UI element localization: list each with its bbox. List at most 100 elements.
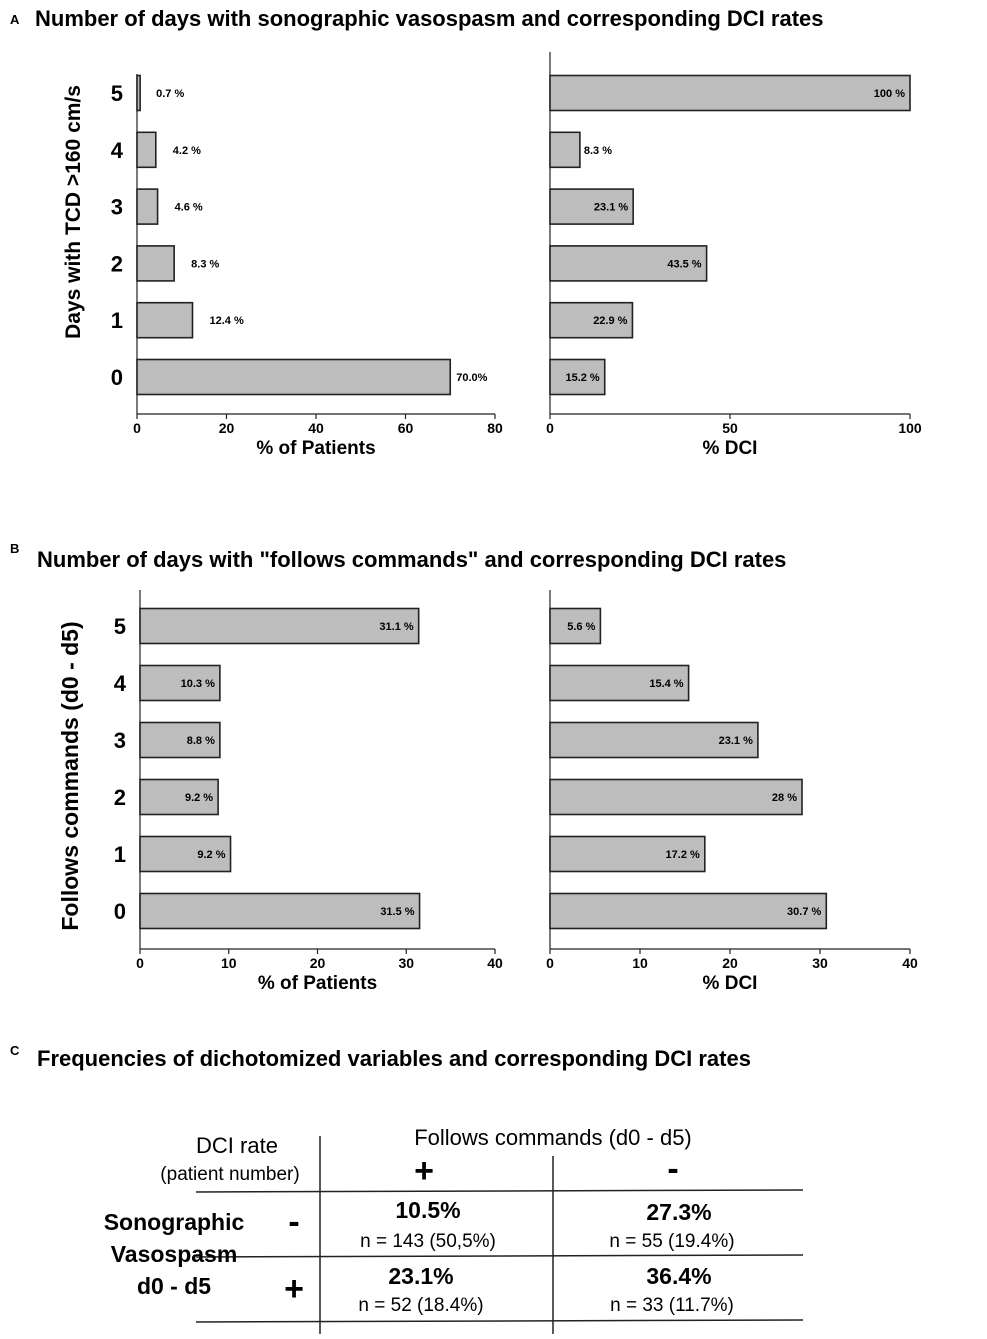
panel-c-letter: C: [10, 1043, 20, 1058]
panel-a-patients-bar-label-1: 12.4 %: [209, 315, 243, 327]
panel-a-patients-bar-4: [136, 131, 157, 169]
panel-b-patients-y-tick-label-3: 3: [114, 728, 126, 753]
table-horizontal-line-2: [195, 1254, 804, 1258]
panel-b-patients-bar-3: [139, 721, 221, 759]
panel-b-dci-bar-label-1: 17.2 %: [666, 849, 700, 861]
panel-a-patients-x-tick-label: 0: [133, 420, 141, 436]
cell-plus-plus-count: n = 52 (18.4%): [358, 1295, 483, 1316]
panel-b-patients-x-tick-label: 0: [136, 955, 144, 971]
row-plus-sign: +: [284, 1270, 304, 1308]
cell-minus-plus-count: n = 143 (50,5%): [360, 1231, 496, 1252]
panel-b-patients-x-tick-label: 20: [310, 955, 326, 971]
row-header-line-1: Sonographic: [104, 1209, 245, 1235]
panel-b-dci-bar-1: [549, 835, 706, 873]
panel-a-patients-bar-label-4: 4.2 %: [173, 145, 201, 157]
panel-b-dci-bar-3: [549, 721, 759, 759]
panel-b-patients-chart: 0 10 20 30 40 % of Patients 31.5 % 0 9.2 % 1 9.2 %…: [114, 590, 503, 994]
panel-a-patients-bar-1: [136, 301, 194, 339]
panel-b-dci-bar-4: [549, 664, 690, 702]
panel-b-dci-bar-5: [549, 607, 602, 645]
panel-a-patients-y-tick-label-4: 4: [111, 138, 124, 163]
panel-a-patients-x-tick-label: 60: [398, 420, 414, 436]
panel-a-dci-bar-0: [549, 358, 606, 396]
panel-b-dci-x-tick-label: 40: [902, 955, 918, 971]
panel-b-dci-bar-label-5: 5.6 %: [567, 621, 595, 633]
panel-b-patients-bar-label-3: 8.8 %: [187, 735, 215, 747]
panel-b-patients-bar-label-2: 9.2 %: [185, 792, 213, 804]
panel-b-patients-bar-label-5: 31.1 %: [379, 621, 413, 633]
table-horizontal-line-1: [195, 1189, 804, 1193]
panel-b-dci-bar-2: [549, 778, 803, 816]
panel-a-dci-bar-1: [549, 301, 634, 339]
panel-b-dci-x-axis-label: % DCI: [703, 973, 758, 994]
panel-a-patients-chart: 0 20 40 60 80 % of Patients 70.0% 0 12.4 % 1 8.3 %…: [111, 74, 503, 459]
cell-plus-minus-count: n = 33 (11.7%): [610, 1295, 734, 1316]
cell-plus-plus-rate: 23.1%: [388, 1263, 453, 1289]
panel-a-dci-x-axis-label: % DCI: [703, 438, 758, 459]
panel-b-patients-bar-4: [139, 664, 221, 702]
table-corner-subtitle: (patient number): [160, 1164, 299, 1185]
panel-a-dci-bar-label-1: 22.9 %: [593, 315, 627, 327]
panel-b-patients-y-tick-label-1: 1: [114, 842, 126, 867]
table-horizontal-line-3: [195, 1319, 804, 1323]
cell-minus-plus-rate: 10.5%: [395, 1197, 460, 1223]
column-minus-sign: -: [667, 1150, 678, 1188]
panel-a-dci-bar-3: [549, 188, 634, 225]
panel-a-ylabel: Days with TCD >160 cm/s: [62, 85, 85, 339]
panel-b-dci-x-tick-label: 0: [546, 955, 554, 971]
panel-a-patients-bar-2: [136, 245, 175, 282]
column-plus-sign: +: [414, 1152, 434, 1190]
panel-a-dci-bar-label-2: 43.5 %: [667, 258, 701, 270]
panel-a-patients-bar-3: [136, 188, 159, 225]
panel-b-dci-bar-label-4: 15.4 %: [649, 678, 683, 690]
panel-a-title: Number of days with sonographic vasospas…: [35, 6, 824, 31]
panel-b-patients-bar-label-4: 10.3 %: [181, 678, 215, 690]
panel-a-dci-bar-label-5: 100 %: [874, 88, 905, 100]
panel-a-dci-bar-label-4: 8.3 %: [584, 145, 612, 157]
panel-a-dci-x-tick-label: 0: [546, 420, 554, 436]
panel-a-dci-bar-label-3: 23.1 %: [594, 202, 628, 214]
table-column-header: Follows commands (d0 - d5): [414, 1125, 692, 1150]
panel-a-patients-y-tick-label-0: 0: [111, 365, 123, 390]
panel-a-patients-bar-label-5: 0.7 %: [156, 88, 184, 100]
cell-minus-minus-rate: 27.3%: [646, 1199, 711, 1225]
panel-b-patients-x-tick-label: 10: [221, 955, 237, 971]
panel-b-patients-y-tick-label-5: 5: [114, 614, 126, 639]
panel-a-patients-x-axis-label: % of Patients: [256, 438, 375, 459]
panel-b-dci-bar-label-0: 30.7 %: [787, 906, 821, 918]
row-header-line-3: d0 - d5: [137, 1273, 211, 1299]
panel-b-patients-x-axis-label: % of Patients: [258, 973, 377, 994]
panel-b-patients-y-tick-label-0: 0: [114, 899, 126, 924]
panel-b-ylabel: Follows commands (d0 - d5): [57, 621, 83, 930]
panel-b-patients-bar-0: [139, 892, 421, 930]
cell-plus-minus-rate: 36.4%: [646, 1263, 711, 1289]
panel-b-patients-x-tick-label: 40: [487, 955, 503, 971]
panel-b-patients-bar-1: [139, 835, 232, 873]
panel-b-patients-x-tick-label: 30: [398, 955, 414, 971]
panel-b-dci-bar-label-2: 28 %: [772, 792, 797, 804]
panel-a-patients-bar-label-3: 4.6 %: [175, 202, 203, 214]
panel-a-patients-x-tick-label: 40: [308, 420, 324, 436]
panel-a-patients-y-tick-label-5: 5: [111, 81, 123, 106]
panel-a-patients-bar-5: [136, 74, 141, 112]
row-minus-sign: -: [288, 1203, 299, 1241]
panel-b-patients-bar-label-0: 31.5 %: [380, 906, 414, 918]
panel-b-patients-bar-label-1: 9.2 %: [197, 849, 225, 861]
panel-a-patients-y-tick-label-2: 2: [111, 251, 123, 276]
panel-a-dci-chart: 0 50 100 % DCI 15.2 % 22.9 % 43.5 % 23.1 % 8.3 %…: [546, 52, 922, 459]
panel-b-patients-y-tick-label-4: 4: [114, 671, 127, 696]
panel-b-dci-x-tick-label: 30: [812, 955, 828, 971]
panel-a-dci-x-tick-label: 100: [898, 420, 922, 436]
panel-c-title: Frequencies of dichotomized variables an…: [37, 1046, 751, 1071]
cell-minus-minus-count: n = 55 (19.4%): [609, 1231, 734, 1252]
panel-a-dci-bar-2: [549, 245, 708, 282]
panel-b-title: Number of days with "follows commands" a…: [37, 547, 786, 572]
panel-b-dci-chart: 0 10 20 30 40 % DCI 30.7 % 17.2 % 28 % 23.1 % 15.4…: [546, 590, 918, 994]
panel-b-patients-y-tick-label-2: 2: [114, 785, 126, 810]
panel-a-letter: A: [10, 12, 20, 27]
panel-a-dci-bar-label-0: 15.2 %: [565, 372, 599, 384]
row-header-line-2: Vasospasm: [111, 1241, 238, 1267]
panel-b-dci-x-tick-label: 10: [632, 955, 648, 971]
panel-a-dci-bar-5: [549, 74, 911, 112]
